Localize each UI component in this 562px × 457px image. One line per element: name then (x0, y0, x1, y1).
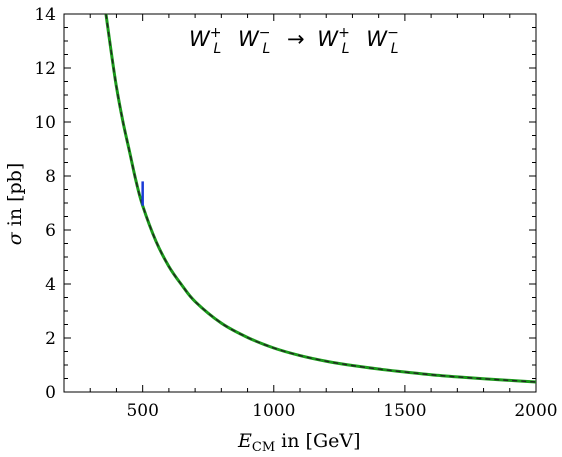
x-axis-label: ECM in [GeV] (237, 430, 361, 455)
x-tick-label: 500 (126, 401, 158, 421)
plot-frame (63, 13, 537, 393)
series-group (104, 13, 537, 384)
y-tick-label: 0 (45, 383, 56, 403)
y-tick-label: 14 (34, 5, 56, 25)
y-tick-label: 4 (45, 275, 56, 295)
y-tick-label: 6 (45, 221, 56, 241)
y-axis-label: σ in [pb] (4, 163, 26, 246)
x-tick-label: 1000 (252, 401, 295, 421)
y-tick-label: 8 (45, 167, 56, 187)
series-line-dashed (105, 13, 537, 383)
y-tick-label: 12 (34, 59, 56, 79)
x-tick-label: 2000 (514, 401, 557, 421)
y-tick-label: 10 (34, 113, 56, 133)
axes-frame (63, 13, 537, 393)
ticks (63, 13, 537, 393)
series-line-solid (104, 13, 537, 384)
x-tick-label: 1500 (383, 401, 426, 421)
tick-labels: 500 1000 1500 2000 0 2 4 6 8 10 12 14 (34, 5, 557, 421)
y-tick-label: 2 (45, 329, 56, 349)
chart-title: W+ L W− L → W+ L W− L (189, 25, 399, 58)
